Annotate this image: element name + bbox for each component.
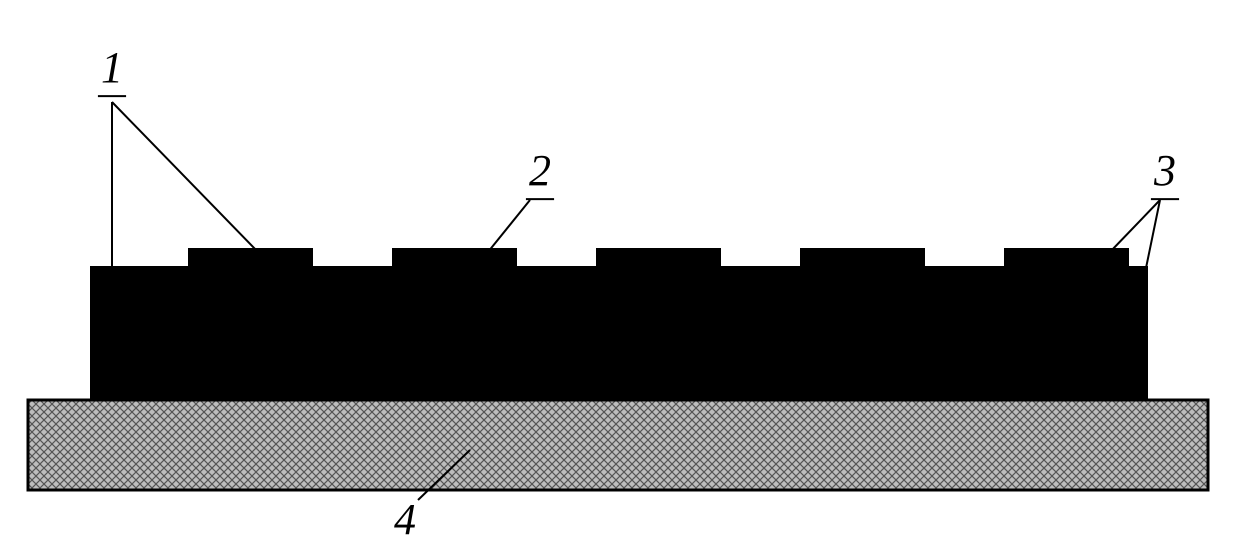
leader-line-1 [112, 102, 258, 252]
tab-3 [596, 248, 721, 268]
black-slab [90, 266, 1148, 400]
substrate-layer [28, 400, 1208, 490]
tab-2 [392, 248, 517, 268]
leader-line-2 [488, 200, 530, 252]
callout-label-2: 2 [529, 146, 551, 195]
callout-label-3: 3 [1153, 146, 1176, 195]
leader-line-3 [1146, 200, 1160, 268]
callout-label-1: 1 [101, 43, 123, 92]
leader-line-3 [1110, 200, 1160, 252]
tab-1 [188, 248, 313, 268]
tab-4 [800, 248, 925, 268]
diagram-canvas: 1 2 3 4 [0, 0, 1240, 543]
callout-label-4: 4 [394, 495, 416, 543]
